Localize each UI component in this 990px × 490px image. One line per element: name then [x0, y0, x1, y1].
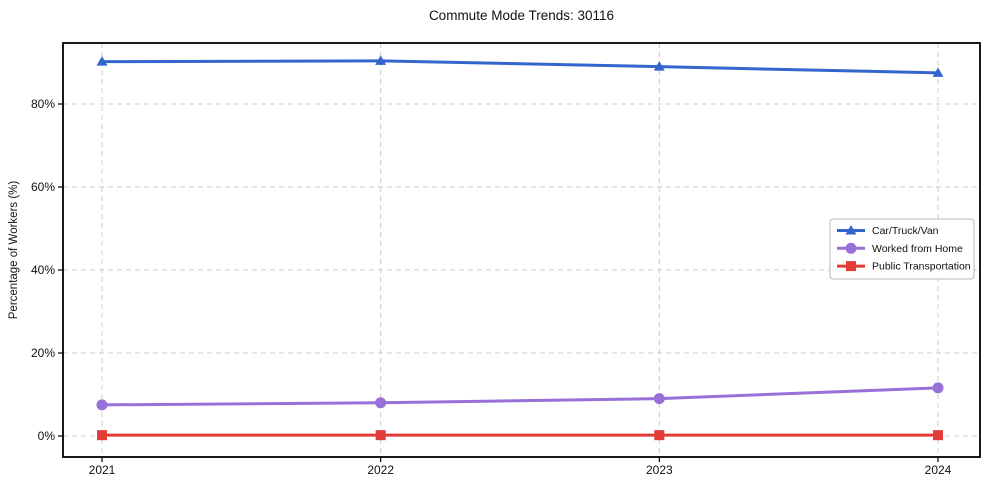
- y-tick-label: 0%: [38, 429, 56, 443]
- legend-box: [829, 218, 975, 280]
- series-marker: [845, 225, 857, 235]
- x-tick-label: 2021: [89, 463, 116, 477]
- series-marker: [932, 382, 944, 394]
- series-marker: [846, 261, 856, 272]
- legend-label: Worked from Home: [872, 243, 963, 255]
- chart-title: Commute Mode Trends: 30116: [428, 8, 615, 23]
- series-marker: [375, 397, 387, 409]
- series-marker: [932, 67, 944, 77]
- y-tick-label: 20%: [31, 346, 55, 360]
- x-tick-label: 2024: [925, 463, 952, 477]
- y-axis-label: Percentage of Workers (%): [8, 180, 20, 320]
- x-tick-label: 2022: [367, 463, 394, 477]
- x-tick-label: 2023: [646, 463, 673, 477]
- series-marker: [375, 430, 386, 441]
- legend-label: Car/Truck/Van: [872, 225, 939, 237]
- series-marker: [933, 430, 943, 441]
- series-line-worked-from-home: [100, 386, 940, 407]
- y-tick-label: 80%: [31, 97, 55, 111]
- y-tick-label: 60%: [31, 180, 55, 194]
- y-tick-label: 40%: [31, 263, 55, 277]
- series-marker: [654, 430, 665, 441]
- series-marker: [97, 430, 107, 441]
- series-marker: [96, 399, 108, 411]
- plot-border: [62, 42, 981, 458]
- series-line-car-truck-van: [100, 59, 940, 75]
- series-marker: [653, 61, 665, 71]
- legend-label: Public Transportation: [872, 261, 971, 273]
- series-marker: [845, 242, 857, 254]
- series-marker: [653, 393, 665, 405]
- series-marker: [96, 56, 108, 66]
- series-marker: [375, 55, 387, 65]
